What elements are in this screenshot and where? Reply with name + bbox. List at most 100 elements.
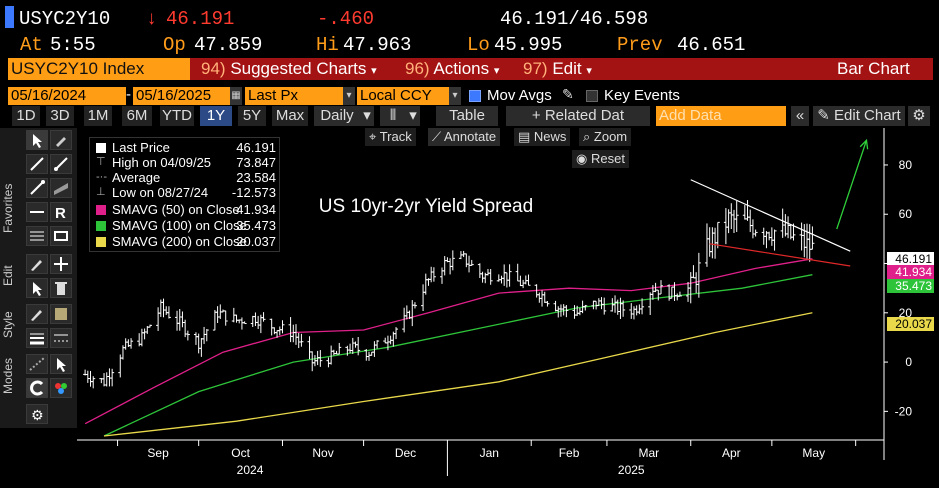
line-width-icon[interactable] <box>26 328 48 348</box>
palette-icon[interactable] <box>50 378 72 398</box>
zoom-button[interactable]: ⌕ Zoom <box>579 128 632 146</box>
pen-tool-icon[interactable] <box>50 130 72 150</box>
mov-avgs-checkbox[interactable] <box>469 90 481 102</box>
ray-tool-icon[interactable] <box>50 154 72 174</box>
period-1y[interactable]: 1Y <box>200 106 232 126</box>
chevron-down-icon[interactable]: ▾ <box>449 87 461 105</box>
price-bar <box>591 300 596 310</box>
period-6m[interactable]: 6M <box>122 106 152 126</box>
price-bar <box>764 231 769 249</box>
annotate-button[interactable]: ⟋ Annotate <box>428 128 501 146</box>
line-style-icon[interactable] <box>50 328 72 348</box>
table-button[interactable]: Table <box>436 106 498 126</box>
low-marker-icon: ⊥ <box>96 186 106 198</box>
value-tag-bg <box>887 317 934 331</box>
x-month-label: Nov <box>312 446 333 460</box>
actions-menu[interactable]: 96) Actions ▾ <box>402 58 517 80</box>
interval-select[interactable]: Daily <box>314 106 360 126</box>
settings-icon[interactable]: ⚙ <box>26 404 48 424</box>
x-month-label: Sep <box>147 446 169 460</box>
trend-tool-icon[interactable] <box>26 178 48 198</box>
channel-tool-icon[interactable] <box>50 178 72 198</box>
fill-color-icon[interactable] <box>50 304 72 324</box>
collapse-icon[interactable]: « <box>791 106 809 126</box>
sma-line-0 <box>84 258 813 425</box>
period-1d[interactable]: 1D <box>12 106 40 126</box>
security-field[interactable]: USYC2Y10 Index <box>8 58 190 80</box>
edit-chart-button[interactable]: ✎ Edit Chart <box>813 106 905 126</box>
date-separator: - <box>126 86 131 103</box>
x-month-label: Apr <box>722 446 741 460</box>
magnet-icon[interactable] <box>26 378 48 398</box>
price-bar <box>810 226 815 250</box>
price-bar <box>521 279 526 289</box>
price-bar <box>367 351 371 361</box>
chevron-down-icon[interactable]: ▾ <box>406 106 420 126</box>
price-bar <box>553 300 558 312</box>
select-tool-icon[interactable] <box>26 278 48 298</box>
chevron-down-icon[interactable]: ▾ <box>360 106 374 126</box>
prev-label: Prev <box>617 34 663 56</box>
price-bar <box>175 310 180 331</box>
related-data-button[interactable]: + Related Dat <box>506 106 650 126</box>
key-events-checkbox[interactable] <box>586 90 598 102</box>
hline-tool-icon[interactable] <box>26 202 48 222</box>
edit-menu[interactable]: 97) Edit ▾ <box>520 58 604 80</box>
price-bar <box>805 223 809 260</box>
text-tool-icon[interactable]: R <box>50 202 72 222</box>
period-3d[interactable]: 3D <box>46 106 74 126</box>
chevron-down-icon[interactable]: ▾ <box>343 87 355 105</box>
add-data-placeholder: Add Data <box>659 107 722 124</box>
color-picker-icon[interactable] <box>26 304 48 324</box>
time-value: 5:55 <box>50 34 96 56</box>
period-5y[interactable]: 5Y <box>238 106 266 126</box>
calendar-icon[interactable]: ▦ <box>230 87 242 105</box>
x-month-label: Mar <box>638 446 659 460</box>
price-bar <box>307 336 312 360</box>
svg-text:⚙: ⚙ <box>31 407 44 423</box>
fib-tool-icon[interactable] <box>26 226 48 246</box>
suggested-charts-menu[interactable]: 94) Suggested Charts ▾ <box>198 58 398 80</box>
track-button[interactable]: ⌖ Track <box>365 128 416 146</box>
dashed-mode-icon[interactable] <box>26 354 48 374</box>
price-bar <box>745 200 750 221</box>
legend-row-high: ⊤ High on 04/09/25 73.847 <box>94 155 278 170</box>
x-year-label: 2025 <box>618 463 645 477</box>
price-bar <box>802 224 807 258</box>
move-tool-icon[interactable] <box>50 254 72 274</box>
high-label: Hi <box>316 34 339 56</box>
reset-button[interactable]: ◉ Reset <box>572 150 629 168</box>
period-max[interactable]: Max <box>272 106 308 126</box>
price-bar <box>256 315 261 329</box>
price-bar <box>615 299 620 315</box>
gear-icon[interactable]: ⚙ <box>908 106 930 126</box>
bar-style-icon[interactable]: ⫴ <box>380 106 406 126</box>
end-date-field[interactable]: 05/16/2025 <box>133 87 239 105</box>
add-data-input[interactable]: Add Data <box>656 106 786 126</box>
sma-line-2 <box>103 312 813 437</box>
trash-icon[interactable] <box>50 278 72 298</box>
price-bar <box>710 227 715 259</box>
chevron-down-icon: ▾ <box>371 65 377 77</box>
pointer-mode-icon[interactable] <box>50 354 72 374</box>
start-date-field[interactable]: 05/16/2024 <box>8 87 126 105</box>
price-bar <box>104 372 109 387</box>
price-bar <box>431 267 436 282</box>
line-tool-icon[interactable] <box>26 154 48 174</box>
price-bar <box>242 321 247 325</box>
pencil-icon[interactable]: ✎ <box>562 86 574 102</box>
price-bar <box>180 311 185 328</box>
rectangle-tool-icon[interactable] <box>50 226 72 246</box>
period-ytd[interactable]: YTD <box>160 106 194 126</box>
price-field-select[interactable]: Last Px <box>245 87 351 105</box>
currency-select[interactable]: Local CCY <box>357 87 459 105</box>
price-bar <box>280 320 285 334</box>
price-bar <box>656 289 661 301</box>
news-button[interactable]: ▤ News <box>514 128 571 146</box>
breakout-arrow-line <box>836 140 868 230</box>
cursor-tool-icon[interactable] <box>26 130 48 150</box>
y-tick-label: 80 <box>899 158 913 172</box>
brush-tool-icon[interactable] <box>26 254 48 274</box>
price-bar <box>110 368 115 387</box>
period-1m[interactable]: 1M <box>84 106 112 126</box>
